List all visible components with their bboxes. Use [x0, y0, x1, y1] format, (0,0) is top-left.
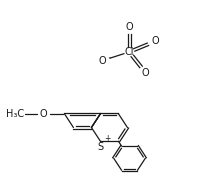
Text: Cl: Cl: [124, 47, 134, 57]
Text: +: +: [104, 134, 110, 144]
Text: O: O: [40, 109, 48, 119]
Text: O: O: [125, 22, 133, 32]
Text: O: O: [151, 36, 159, 46]
Text: H₃C: H₃C: [6, 109, 24, 119]
Text: S: S: [97, 142, 103, 152]
Text: O: O: [99, 56, 106, 66]
Text: ·⁻: ·⁻: [107, 54, 113, 63]
Text: O: O: [142, 68, 149, 78]
